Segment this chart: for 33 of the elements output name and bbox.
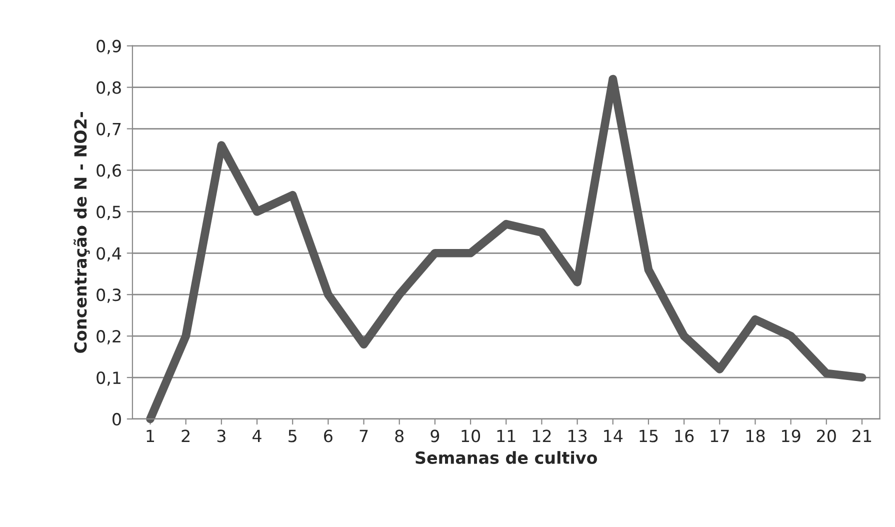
x-tick-label: 9 [430,430,440,442]
x-tick-label: 8 [395,430,404,442]
y-tick-label: 0,3 [96,288,121,303]
x-tick-label: 12 [532,430,551,442]
y-axis-title: Concentração de N - NO2- [74,112,90,353]
x-tick-label: 11 [497,430,516,442]
x-axis-title: Semanas de cultivo [416,451,598,464]
x-tick-label: 3 [217,430,226,442]
y-tick-label: 0,4 [96,247,122,262]
x-tick-label: 20 [817,430,836,442]
x-tick-label: 2 [182,430,190,442]
x-tick-label: 10 [462,430,480,442]
x-tick-label: 13 [568,430,587,442]
x-tick-label: 1 [146,430,154,442]
x-tick-label: 21 [852,430,872,442]
x-tick-label: 14 [604,430,623,442]
y-tick-label: 0,2 [96,330,120,344]
y-tick-label: 0,9 [96,40,121,54]
x-tick-label: 15 [640,430,658,442]
x-tick-label: 16 [675,430,694,442]
x-tick-label: 17 [710,430,729,442]
x-tick-label: 5 [288,430,296,442]
x-tick-label: 6 [324,430,332,442]
x-tick-label: 4 [252,430,262,442]
y-tick-label: 0,7 [96,122,121,138]
x-tick-label: 18 [746,430,765,442]
y-tick-label: 0,5 [96,206,121,220]
y-tick-label: 0 [112,412,121,426]
y-tick-label: 0,1 [96,371,121,386]
x-tick-label: 7 [360,430,368,442]
y-tick-label: 0,6 [96,164,121,178]
y-tick-label: 0,8 [96,81,121,96]
x-tick-label: 19 [782,430,800,442]
